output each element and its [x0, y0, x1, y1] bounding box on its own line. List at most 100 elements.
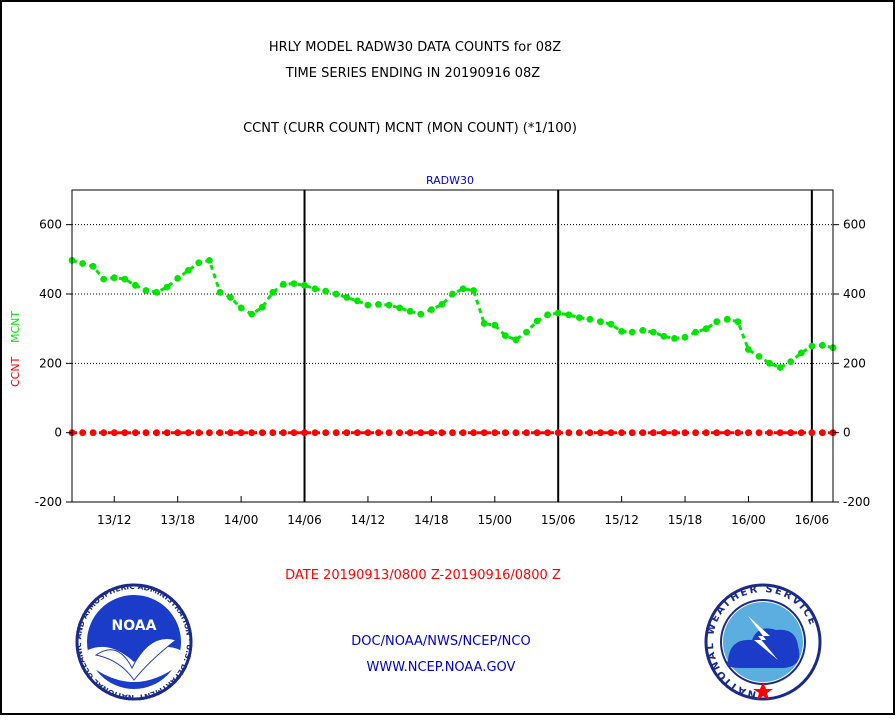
series-point-ccnt: [702, 429, 710, 437]
y-tick-label-right: 0: [843, 426, 851, 440]
series-point-mcnt: [480, 320, 488, 327]
series-point-mcnt: [438, 301, 446, 308]
ylabel-ccnt: CCNT: [9, 356, 22, 387]
series-point-ccnt: [385, 429, 393, 437]
panel-label: RADW30: [426, 174, 474, 187]
series-point-mcnt: [575, 314, 583, 321]
x-tick-label: 15/12: [604, 513, 639, 527]
series-point-mcnt: [776, 364, 784, 371]
series-point-ccnt: [575, 429, 583, 437]
series-point-ccnt: [808, 429, 816, 437]
series-point-ccnt: [544, 429, 551, 437]
series-point-mcnt: [332, 290, 340, 298]
x-tick-label: 14/12: [351, 513, 386, 527]
series-point-ccnt: [258, 429, 266, 437]
series-layer: [68, 257, 837, 437]
series-point-ccnt: [354, 429, 361, 437]
series-point-ccnt: [554, 429, 562, 437]
series-point-mcnt: [660, 332, 668, 340]
x-tick-label: 15/06: [541, 513, 576, 527]
url-text[interactable]: WWW.NCEP.NOAA.GOV: [367, 660, 516, 675]
x-tick-label: 13/18: [160, 513, 195, 527]
series-point-ccnt: [269, 429, 277, 437]
series-point-mcnt: [354, 297, 361, 305]
series-point-mcnt: [100, 275, 108, 283]
axes-layer: -200 -200 0 0 200 200 400 400 600 600 13/12 13/18 14…: [35, 189, 870, 527]
noaa-logo-text: NOAA: [112, 618, 157, 634]
x-tick-label: 16/06: [795, 513, 830, 527]
series-point-ccnt: [745, 429, 752, 437]
x-tick-label: 13/12: [97, 513, 132, 527]
series-point-mcnt: [153, 288, 161, 296]
series-point-ccnt: [628, 429, 636, 437]
series-point-ccnt: [227, 429, 234, 437]
y-tick-label-right: 600: [843, 218, 866, 232]
series-point-mcnt: [375, 301, 382, 308]
series-point-mcnt: [142, 287, 150, 294]
series-point-ccnt: [649, 429, 657, 437]
series-point-ccnt: [523, 429, 530, 437]
series-point-mcnt: [248, 310, 256, 318]
series-point-mcnt: [501, 332, 509, 339]
series-point-ccnt: [470, 429, 477, 437]
series-point-mcnt: [787, 358, 795, 365]
series-point-mcnt: [470, 287, 477, 294]
series-point-ccnt: [417, 429, 425, 437]
x-tick-label: 16/00: [731, 513, 766, 527]
series-point-mcnt: [417, 310, 425, 318]
series-point-ccnt: [121, 429, 129, 437]
series-point-ccnt: [322, 429, 330, 437]
nws-logo-icon: NATIONAL WEATHER SERVICE: [704, 583, 822, 701]
series-point-mcnt: [766, 359, 773, 367]
series-point-mcnt: [258, 303, 266, 311]
series-point-mcnt: [301, 281, 308, 289]
series-point-ccnt: [776, 429, 784, 437]
series-point-ccnt: [607, 429, 615, 437]
series-point-mcnt: [459, 285, 467, 293]
y-tick-label-right: 400: [843, 287, 866, 301]
series-point-ccnt: [449, 429, 456, 437]
series-point-ccnt: [660, 429, 668, 437]
series-point-ccnt: [734, 429, 742, 437]
title-line1: HRLY MODEL RADW30 DATA COUNTS for 08Z: [269, 40, 561, 55]
series-point-mcnt: [121, 275, 129, 283]
series-point-ccnt: [100, 429, 108, 437]
series-point-ccnt: [311, 429, 319, 437]
series-point-mcnt: [554, 309, 562, 317]
x-tick-label: 14/18: [414, 513, 449, 527]
series-point-ccnt: [459, 429, 467, 437]
series-point-mcnt: [174, 275, 182, 282]
series-point-mcnt: [597, 318, 604, 326]
series-point-mcnt: [692, 328, 699, 336]
series-point-mcnt: [797, 349, 805, 357]
series-point-ccnt: [132, 429, 139, 437]
series-point-ccnt: [597, 429, 604, 437]
series-point-mcnt: [491, 321, 499, 329]
series-point-mcnt: [195, 259, 203, 267]
series-point-ccnt: [797, 429, 805, 437]
x-tick-label: 15/00: [477, 513, 512, 527]
series-point-mcnt: [808, 342, 816, 350]
x-tick-label: 14/06: [287, 513, 322, 527]
title-line2: TIME SERIES ENDING IN 20190916 08Z: [285, 66, 541, 81]
series-point-ccnt: [396, 429, 404, 437]
series-point-ccnt: [290, 429, 298, 437]
series-point-mcnt: [449, 290, 456, 298]
series-point-mcnt: [280, 280, 287, 288]
series-point-mcnt: [702, 325, 710, 333]
series-point-ccnt: [533, 429, 541, 437]
series-point-ccnt: [89, 429, 97, 437]
series-point-ccnt: [301, 429, 308, 437]
series-point-mcnt: [745, 346, 752, 353]
series-point-ccnt: [692, 429, 699, 437]
series-point-mcnt: [89, 262, 97, 270]
series-point-mcnt: [269, 288, 277, 296]
y-tick-label-right: -200: [843, 495, 870, 509]
series-point-ccnt: [766, 429, 773, 437]
series-point-mcnt: [428, 306, 435, 313]
series-point-mcnt: [533, 317, 541, 325]
series-point-ccnt: [671, 429, 678, 437]
series-point-mcnt: [723, 315, 731, 323]
